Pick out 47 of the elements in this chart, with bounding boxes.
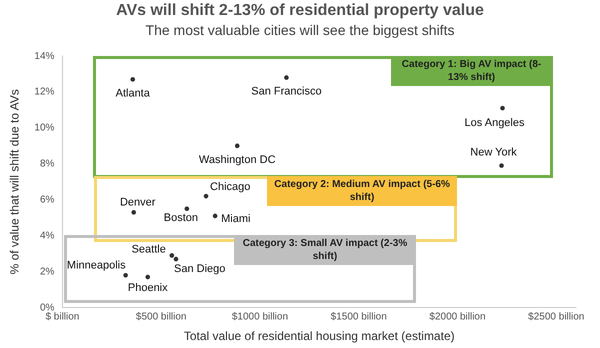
x-tick-label: $1500 billion	[330, 311, 387, 322]
x-axis-title: Total value of residential housing market (estimate)	[184, 329, 455, 344]
annotation: Miami	[221, 212, 250, 225]
y-tick-label: 8%	[40, 158, 55, 170]
x-tick-label: $2000 billion	[429, 311, 486, 322]
annotation: Category 2: Medium AV impact (5-6% shift)	[267, 176, 458, 206]
annotation: San Diego	[174, 263, 226, 276]
point	[204, 194, 208, 198]
x-tick-label: $2500 billion	[528, 311, 584, 322]
x-tick-label: $500 billion	[136, 311, 186, 322]
annotation: Atlanta	[116, 87, 151, 100]
point	[123, 272, 128, 278]
point	[499, 163, 504, 168]
annotation: Seattle	[132, 244, 166, 256]
annotation: Los Angeles	[464, 117, 525, 130]
chart-subtitle: The most valuable cities will see the biggest shifts	[144, 22, 456, 38]
y-tick-label: 6%	[40, 194, 55, 206]
y-tick-label: 14%	[34, 50, 55, 62]
y-tick-label: 0%	[40, 302, 55, 314]
point	[130, 77, 136, 82]
chart-title: AVs will shift 2-13% of residential property value	[115, 2, 485, 20]
point	[145, 274, 150, 280]
annotation: New York	[470, 146, 518, 159]
y-axis-title: % of value that will shift due to AVs	[8, 89, 22, 274]
y-tick-label: 4%	[40, 230, 55, 242]
point	[174, 256, 178, 262]
annotation: Washington DC	[198, 154, 276, 166]
x-tick-label: $ billion	[45, 311, 80, 322]
y-tick-label: 12%	[34, 86, 55, 98]
point	[284, 75, 289, 80]
point	[212, 214, 218, 218]
point	[170, 253, 174, 258]
annotation: Denver	[120, 196, 156, 208]
annotation: Phoenix	[128, 282, 168, 294]
point	[500, 106, 505, 110]
point	[234, 144, 240, 148]
annotation: Category 3: Small AV impact (2-3% shift)	[234, 235, 416, 266]
annotation: Boston	[164, 212, 198, 224]
point	[131, 210, 136, 215]
annotation: San Francisco	[251, 86, 322, 98]
x-tick-label: $1000 billion	[232, 311, 288, 322]
annotation: Category 1: Big AV impact (8-13% shift)	[390, 56, 553, 86]
annotation: Chicago	[210, 181, 250, 194]
annotation: Minneapolis	[66, 259, 126, 272]
y-tick-label: 2%	[40, 266, 55, 278]
y-tick-label: 10%	[34, 122, 55, 134]
point	[184, 206, 190, 212]
